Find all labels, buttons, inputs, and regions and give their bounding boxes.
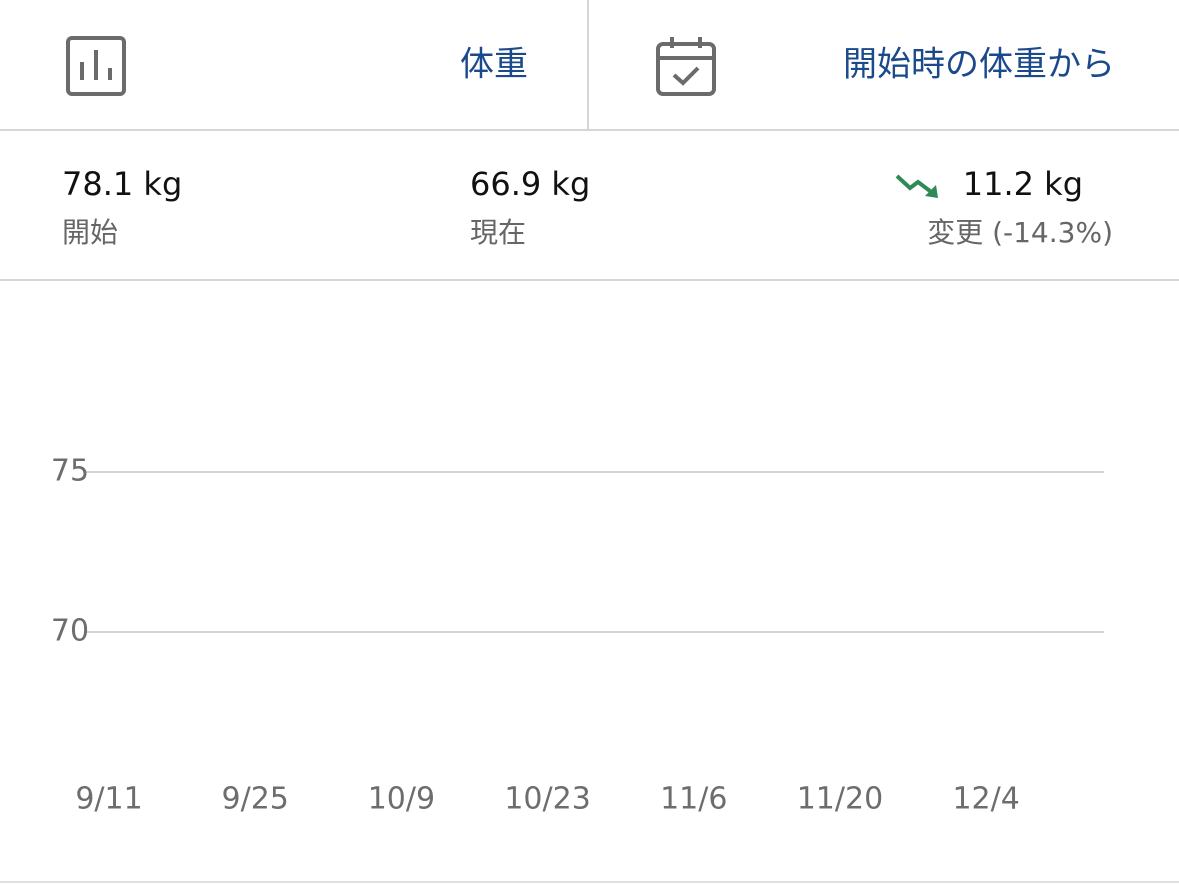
- metric-tab[interactable]: 体重: [66, 36, 528, 96]
- start-label: 開始: [62, 216, 118, 249]
- x-tick-label: 10/9: [368, 782, 435, 817]
- current-label: 現在: [470, 216, 526, 249]
- x-tick-label: 9/25: [222, 782, 289, 817]
- x-tick-label: 11/20: [797, 782, 883, 817]
- range-label[interactable]: 開始時の体重から: [843, 45, 1115, 85]
- x-tick-label: 11/6: [660, 782, 727, 817]
- trend-arrow-head: [925, 185, 938, 198]
- chart-icon: [66, 36, 126, 96]
- weight-chart: 70 75 9/11 9/25 10/9 10/23 11/6 11/20 12/4: [51, 454, 1104, 817]
- x-tick-label: 10/23: [504, 782, 590, 817]
- y-tick-label: 75: [51, 454, 89, 489]
- change-label: 変更 (-14.3%): [927, 216, 1113, 249]
- change-value: 11.2 kg: [963, 165, 1083, 203]
- metric-label[interactable]: 体重: [460, 45, 528, 85]
- x-tick-label: 9/11: [75, 782, 142, 817]
- x-tick-label: 12/4: [952, 782, 1019, 817]
- trend-arrow: [895, 174, 936, 196]
- calendar-icon-check: [672, 66, 700, 86]
- y-tick-label: 70: [51, 614, 89, 649]
- calendar-icon: [656, 42, 716, 96]
- range-tab[interactable]: 開始時の体重から: [656, 37, 1115, 96]
- start-value: 78.1 kg: [62, 165, 182, 203]
- current-value: 66.9 kg: [470, 165, 590, 203]
